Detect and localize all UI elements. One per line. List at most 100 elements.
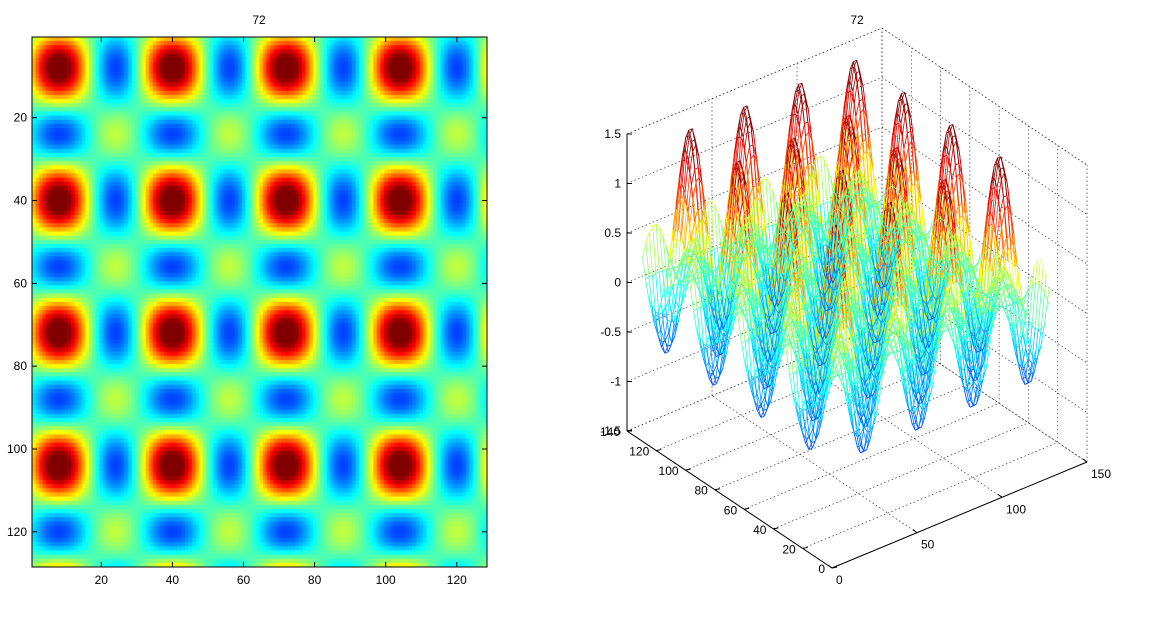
- heatmap-ytick-label: 40: [14, 194, 28, 208]
- surface-mesh-segment: [672, 267, 677, 276]
- surface-mesh-segment: [846, 122, 851, 139]
- surface-mesh-segment: [662, 270, 667, 308]
- surface-mesh-segment: [754, 378, 759, 407]
- surface-mesh-segment: [661, 312, 666, 341]
- surface-mesh-segment: [729, 181, 734, 217]
- surface-mesh-segment: [671, 326, 676, 343]
- surface-mesh-segment: [681, 284, 686, 287]
- surface-mesh-segment: [966, 261, 971, 304]
- surface-mesh-segment: [726, 216, 731, 262]
- surface-mesh-segment: [804, 409, 809, 427]
- surface-mesh-segment: [690, 263, 695, 276]
- surface-mesh-segment: [731, 295, 736, 313]
- surface-mesh-segment: [679, 155, 683, 177]
- surface-mesh-segment: [914, 380, 919, 392]
- surface-mesh-segment: [648, 274, 653, 278]
- surface-mesh-segment: [682, 263, 686, 266]
- surface-mesh-segment: [808, 447, 813, 450]
- surface-mesh-segment: [694, 279, 698, 287]
- surface-mesh-segment: [909, 409, 913, 412]
- surface-mesh-segment: [986, 212, 991, 258]
- surface-mesh-segment: [655, 271, 660, 274]
- surface-mesh-segment: [652, 225, 657, 274]
- surface-mesh-segment: [752, 185, 757, 188]
- surface-mesh-segment: [689, 239, 693, 243]
- surface-mesh-segment: [801, 93, 806, 96]
- surface-mesh-segment: [1020, 302, 1025, 336]
- surface-mesh-segment: [838, 375, 842, 383]
- surface-mesh-segment: [685, 264, 689, 269]
- surface-mesh-segment: [754, 336, 759, 378]
- surface-mesh-segment: [856, 436, 861, 453]
- surface-mesh-segment: [691, 128, 696, 140]
- surface-mesh-segment: [793, 350, 797, 358]
- surface-mesh-segment: [763, 408, 768, 411]
- surface-mesh-segment: [953, 193, 958, 227]
- surface-mesh-segment: [683, 205, 688, 245]
- surface-mesh-segment: [695, 145, 700, 156]
- surface-mesh-segment: [1026, 285, 1029, 294]
- surface-mesh-segment: [682, 250, 687, 266]
- heatmap-ytick-label: 80: [14, 359, 28, 373]
- surface-mesh-segment: [901, 99, 906, 116]
- surface-mesh-segment: [760, 396, 766, 406]
- surface-mesh-segment: [757, 406, 762, 418]
- surface-mesh-segment: [763, 408, 768, 417]
- surface-mesh-segment: [832, 190, 837, 226]
- surface-mesh-segment: [921, 374, 926, 410]
- surface-mesh-segment: [673, 241, 678, 249]
- surface-mesh-segment: [844, 390, 849, 408]
- surface-mesh-segment: [945, 155, 950, 189]
- surface-mesh-segment: [996, 212, 1001, 241]
- surface-mesh-segment: [802, 383, 807, 403]
- surface-mesh-segment: [719, 332, 724, 351]
- surface-mesh-segment: [747, 369, 752, 377]
- surface-mesh-segment: [679, 264, 684, 267]
- surface-mesh-segment: [675, 188, 680, 232]
- surface-mesh-segment: [745, 318, 749, 326]
- surface-mesh-segment: [742, 201, 747, 243]
- surface-mesh-segment: [659, 270, 663, 273]
- surface-mesh-segment: [942, 145, 947, 181]
- surface-mesh-segment: [859, 98, 863, 102]
- surface-mesh-segment: [955, 270, 961, 317]
- surface-mesh-segment: [747, 174, 752, 208]
- surface-mesh-segment: [815, 414, 820, 424]
- surface-mesh-segment: [758, 350, 763, 369]
- surface-mesh-segment: [791, 103, 796, 139]
- surface-mesh-segment: [648, 276, 653, 306]
- surface-mesh-segment: [812, 413, 817, 420]
- surface-mesh-segment: [868, 187, 873, 192]
- surface-mesh-segment: [763, 337, 767, 341]
- surface-mesh-segment: [949, 131, 954, 148]
- surface-mesh-segment: [900, 104, 905, 124]
- surface-mesh-segment: [787, 169, 792, 203]
- surface-mesh-segment: [672, 204, 677, 230]
- surface-mesh-segment: [795, 401, 800, 423]
- surface-mesh-segment: [660, 313, 665, 330]
- surface-mesh-segment: [670, 320, 675, 345]
- surface-mesh-segment: [717, 246, 722, 249]
- surface-mesh-segment: [847, 407, 852, 422]
- surface-mesh-segment: [699, 337, 704, 344]
- surface-mesh-segment: [694, 167, 699, 170]
- surface-mesh-segment: [1022, 293, 1027, 308]
- surface-mesh-segment: [969, 389, 974, 406]
- surface-mesh-segment: [873, 303, 878, 352]
- surface-mesh-segment: [811, 415, 816, 419]
- surface-mesh-segment: [801, 401, 806, 412]
- surface-mesh-segment: [748, 326, 753, 343]
- surface-mesh-segment: [715, 376, 720, 379]
- surface-mesh-segment: [722, 354, 727, 360]
- surface-mesh-segment: [724, 298, 729, 311]
- surface-mesh-segment: [754, 400, 758, 412]
- surface-mesh-segment: [800, 320, 805, 325]
- surface-mesh-segment: [849, 61, 854, 82]
- surface-mesh-segment: [739, 201, 744, 218]
- surface-mesh-segment: [846, 361, 851, 402]
- surface-mesh-segment: [762, 178, 767, 181]
- surface-mesh-segment: [692, 145, 697, 152]
- surface-mesh-segment: [716, 349, 721, 356]
- surface-mesh-segment: [662, 236, 667, 270]
